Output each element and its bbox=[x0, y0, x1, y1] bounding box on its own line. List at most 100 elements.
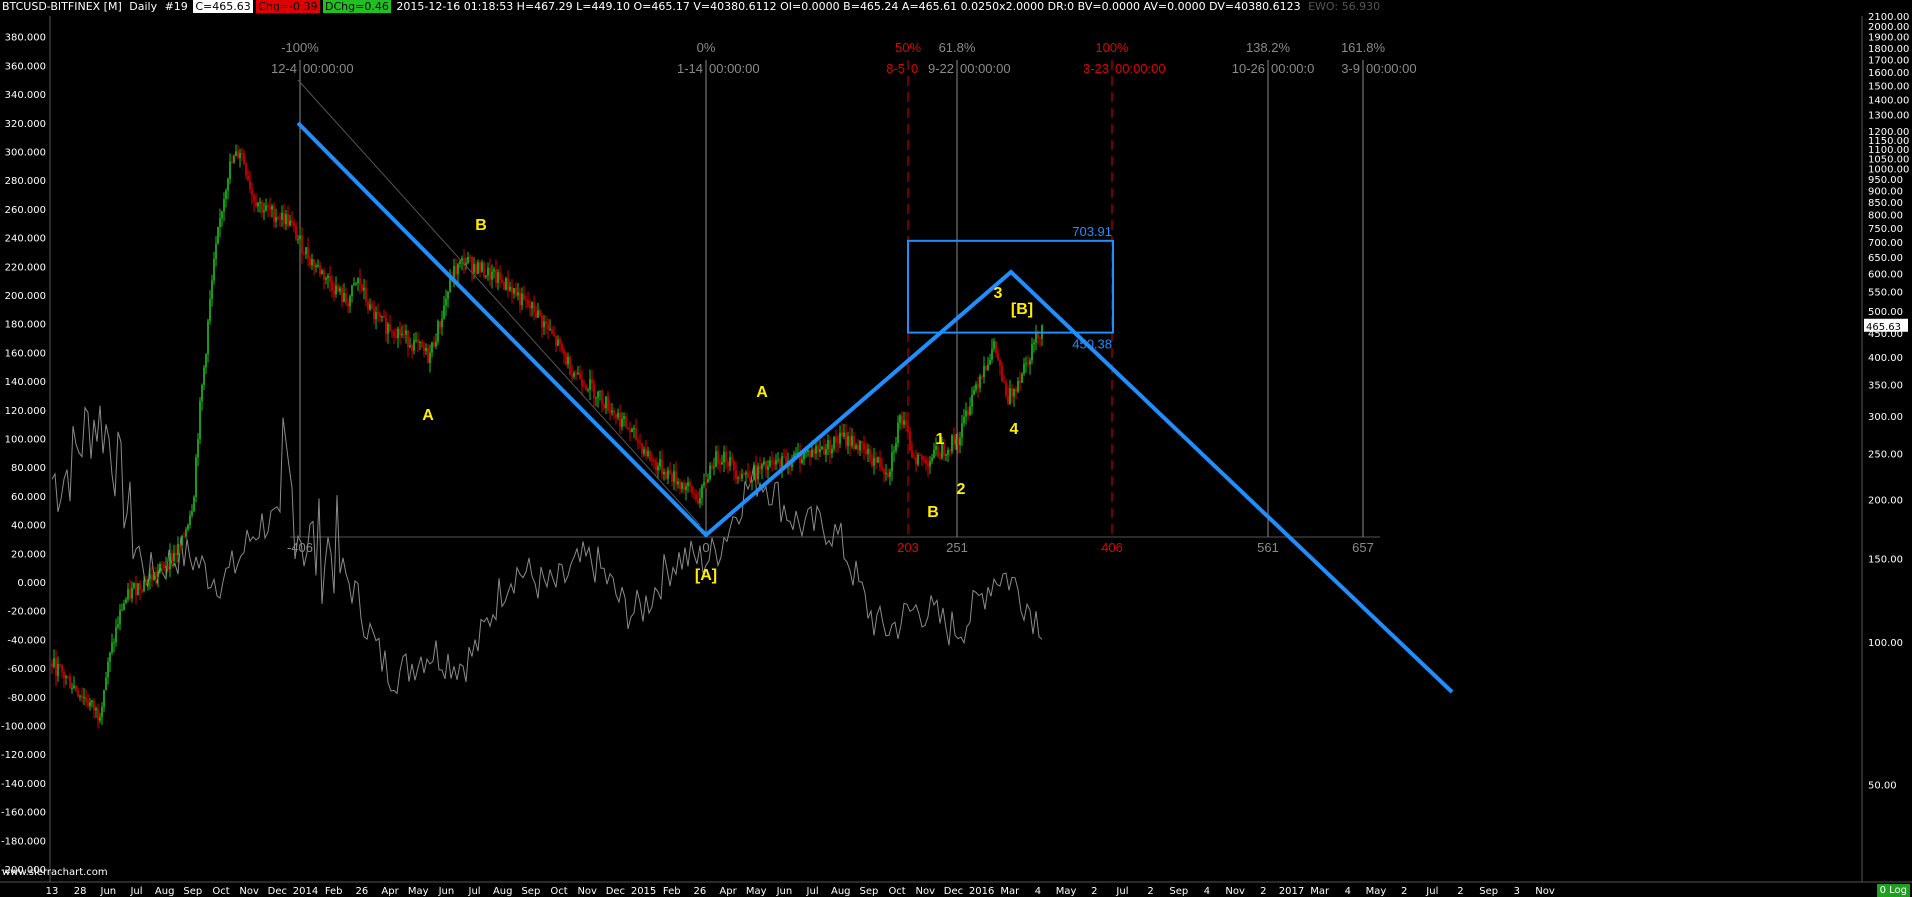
x-axis-tick: Jun bbox=[776, 886, 793, 897]
left-axis-tick: 220.000 bbox=[5, 262, 46, 273]
price-candle-body bbox=[1019, 380, 1021, 383]
price-candle-body bbox=[75, 685, 77, 691]
price-candle-body bbox=[359, 278, 361, 285]
price-candle-body bbox=[939, 456, 941, 459]
ewo-value: EWO: 56.930 bbox=[1308, 0, 1381, 13]
price-candle-body bbox=[423, 346, 425, 352]
fib-date-label: 9-22 bbox=[928, 61, 954, 76]
price-candle-body bbox=[595, 397, 597, 399]
price-candle-body bbox=[429, 352, 431, 363]
price-candle-body bbox=[943, 443, 945, 456]
price-candle-body bbox=[587, 389, 589, 391]
x-axis-tick: 2 bbox=[1260, 886, 1266, 897]
right-axis-tick: 600.00 bbox=[1868, 270, 1903, 281]
price-candle-body bbox=[381, 315, 383, 318]
price-candle-body bbox=[965, 410, 967, 417]
price-candle-body bbox=[397, 328, 399, 338]
price-candle-body bbox=[579, 372, 581, 379]
price-candle-body bbox=[77, 690, 79, 697]
price-candle-body bbox=[129, 589, 131, 599]
price-candle-body bbox=[725, 451, 727, 463]
price-candle-body bbox=[333, 290, 335, 295]
price-candle-body bbox=[283, 212, 285, 225]
x-axis-tick: Oct bbox=[212, 886, 229, 897]
price-candle-body bbox=[697, 499, 699, 504]
x-axis-tick: 3 bbox=[1514, 886, 1520, 897]
price-candle-body bbox=[247, 175, 249, 181]
price-candle-body bbox=[1031, 344, 1033, 361]
price-candle-body bbox=[827, 440, 829, 450]
price-candle-body bbox=[753, 465, 755, 481]
price-candle-body bbox=[639, 442, 641, 444]
price-candle-body bbox=[973, 389, 975, 395]
watermark: www.sierrachart.com bbox=[2, 867, 108, 878]
price-candle-body bbox=[1001, 365, 1003, 382]
price-candle-body bbox=[1011, 388, 1013, 397]
price-candle-body bbox=[1037, 332, 1039, 339]
price-candle-body bbox=[275, 217, 277, 222]
price-candle-body bbox=[569, 356, 571, 375]
price-candle-body bbox=[131, 587, 133, 599]
price-candle-body bbox=[795, 452, 797, 454]
price-candle-body bbox=[573, 372, 575, 377]
price-candle-body bbox=[869, 448, 871, 461]
price-candle-body bbox=[261, 201, 263, 213]
price-candle-body bbox=[367, 301, 369, 310]
price-candle-body bbox=[737, 477, 739, 479]
price-candle-body bbox=[447, 291, 449, 299]
price-candle-body bbox=[427, 347, 429, 363]
price-candle-body bbox=[93, 700, 95, 711]
right-axis-tick: 350.00 bbox=[1868, 380, 1903, 391]
price-candle-body bbox=[201, 384, 203, 402]
price-candle-body bbox=[883, 469, 885, 474]
x-axis-tick: 4 bbox=[1035, 886, 1041, 897]
x-axis-tick: Sep bbox=[183, 886, 202, 897]
x-axis-tick: Jun bbox=[438, 886, 455, 897]
price-candle-body bbox=[607, 396, 609, 412]
price-candle-body bbox=[277, 217, 279, 219]
price-candle-body bbox=[357, 278, 359, 284]
price-candle-body bbox=[145, 580, 147, 585]
price-candle-body bbox=[489, 267, 491, 280]
x-axis-tick: 4 bbox=[1204, 886, 1210, 897]
price-candle-body bbox=[967, 410, 969, 416]
price-candle-body bbox=[193, 496, 195, 512]
price-candle-body bbox=[691, 486, 693, 493]
price-candle-body bbox=[351, 285, 353, 297]
last-price-box bbox=[1864, 318, 1908, 332]
price-candle-body bbox=[1017, 380, 1019, 392]
price-candle-body bbox=[195, 457, 197, 497]
price-candle-body bbox=[675, 471, 677, 485]
x-axis-tick: Feb bbox=[325, 886, 343, 897]
price-candle-body bbox=[809, 450, 811, 458]
x-axis-tick: Nov bbox=[577, 886, 597, 897]
right-axis-tick: 400.00 bbox=[1868, 353, 1903, 364]
price-candle-body bbox=[665, 471, 667, 479]
price-candle-body bbox=[299, 235, 301, 240]
price-candle-body bbox=[1027, 363, 1029, 365]
right-axis-tick: 1000.00 bbox=[1868, 165, 1909, 176]
price-candle-body bbox=[729, 456, 731, 467]
scale-mode-button[interactable]: 0 Log bbox=[1876, 884, 1910, 897]
price-candle-body bbox=[383, 315, 385, 318]
price-candle-body bbox=[957, 438, 959, 446]
price-candle-body bbox=[81, 695, 83, 699]
price-candle-body bbox=[449, 276, 451, 292]
price-candle-body bbox=[509, 286, 511, 291]
price-candle-body bbox=[703, 482, 705, 486]
right-axis-tick: 1300.00 bbox=[1868, 111, 1909, 122]
price-candle-body bbox=[231, 161, 233, 163]
price-candle-body bbox=[401, 333, 403, 336]
price-candle-body bbox=[141, 589, 143, 592]
price-candle-body bbox=[609, 411, 611, 413]
right-axis-tick: 1900.00 bbox=[1868, 33, 1909, 44]
x-axis-tick: 13 bbox=[46, 886, 59, 897]
price-candle-body bbox=[413, 340, 415, 351]
price-candle-body bbox=[139, 583, 141, 590]
price-candle-body bbox=[479, 262, 481, 272]
price-candle-body bbox=[415, 339, 417, 341]
price-candle-body bbox=[671, 473, 673, 482]
price-candle-body bbox=[679, 481, 681, 489]
price-candle-body bbox=[905, 420, 907, 426]
